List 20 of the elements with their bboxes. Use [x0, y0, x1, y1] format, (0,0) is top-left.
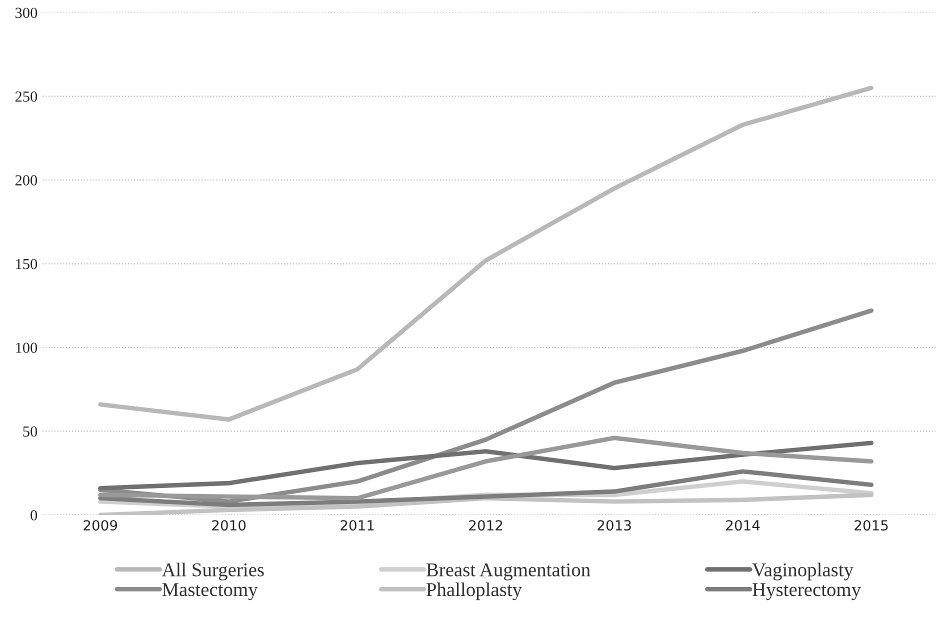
x-tick-label: 2009	[84, 520, 118, 531]
legend-label: Breast Augmentation	[426, 563, 590, 580]
legend-label: Phalloplasty	[426, 582, 522, 600]
x-tick-label: 2015	[854, 520, 888, 531]
y-tick-label: 200	[15, 175, 38, 186]
x-tick-label: 2012	[469, 520, 502, 531]
y-tick-label: 0	[30, 510, 38, 520]
y-tick-label: 300	[15, 8, 38, 18]
y-tick-label: 150	[16, 258, 38, 270]
x-tick-label: 2013	[598, 520, 631, 531]
legend-label: Hysterectomy	[752, 583, 862, 600]
x-tick-label: 2014	[726, 520, 760, 531]
x-tick-label: 2010	[212, 520, 246, 531]
y-tick-label: 250	[15, 91, 38, 102]
legend-label: Vaginoplasty	[752, 562, 854, 580]
y-tick-label: 100	[16, 342, 38, 353]
x-tick-label: 2011	[340, 520, 374, 531]
y-tick-label: 50	[23, 426, 38, 437]
legend-label: All Surgeries	[162, 562, 264, 580]
legend-label: Mastectomy	[162, 583, 258, 600]
